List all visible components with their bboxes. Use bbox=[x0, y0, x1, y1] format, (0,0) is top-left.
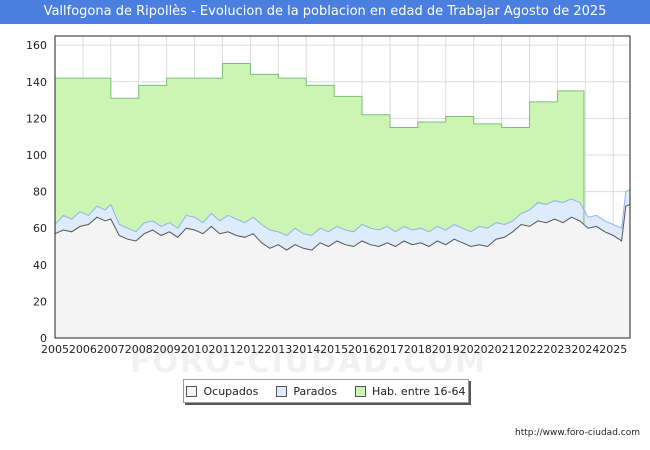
plot-frame bbox=[54, 35, 631, 339]
x-tick-label: 2015 bbox=[320, 343, 348, 356]
legend: Ocupados Parados Hab. entre 16-64 bbox=[183, 379, 469, 403]
parados-swatch bbox=[276, 385, 288, 397]
x-tick-label: 2019 bbox=[432, 343, 460, 356]
x-tick-label: 2022 bbox=[516, 343, 544, 356]
x-tick-label: 2009 bbox=[153, 343, 181, 356]
parados-line bbox=[54, 189, 631, 237]
x-tick-label: 2018 bbox=[404, 343, 432, 356]
legend-label-parados: Parados bbox=[293, 384, 337, 398]
x-tick-label: 2006 bbox=[69, 343, 97, 356]
x-tick-label: 2010 bbox=[181, 343, 209, 356]
y-tick-label: 160 bbox=[26, 39, 47, 52]
x-tick-label: 2012 bbox=[236, 343, 264, 356]
x-tick-label: 2021 bbox=[488, 343, 516, 356]
legend-label-hab: Hab. entre 16-64 bbox=[371, 384, 466, 398]
x-tick-label: 2016 bbox=[348, 343, 376, 356]
chart-title: Vallfogona de Ripollès - Evolucion de la… bbox=[43, 4, 607, 19]
ocupados-swatch bbox=[186, 385, 198, 397]
x-tick-label: 2005 bbox=[41, 343, 69, 356]
y-tick-label: 100 bbox=[26, 149, 47, 162]
x-tick-label: 2013 bbox=[264, 343, 292, 356]
legend-label-ocupados: Ocupados bbox=[203, 384, 259, 398]
watermark: FORO-CIUDAD.COM bbox=[130, 345, 487, 380]
legend-item-ocupados: Ocupados bbox=[186, 385, 258, 398]
y-tick-labels: 0 20 40 60 80 100 120 140 160 bbox=[26, 39, 47, 345]
x-tick-label: 2023 bbox=[543, 343, 571, 356]
legend-item-parados: Parados bbox=[276, 385, 337, 398]
ocupados-area bbox=[55, 204, 630, 338]
y-tick-label: 140 bbox=[26, 76, 47, 89]
y-tick-label: 40 bbox=[33, 259, 47, 272]
y-tick-label: 0 bbox=[40, 332, 47, 345]
data-areas bbox=[54, 62, 631, 339]
hab-line bbox=[55, 62, 585, 225]
x-tick-label: 2020 bbox=[460, 343, 488, 356]
axes bbox=[54, 35, 631, 339]
y-tick-label: 80 bbox=[33, 186, 47, 199]
x-tick-label: 2011 bbox=[208, 343, 236, 356]
x-tick-label: 2025 bbox=[599, 343, 627, 356]
x-tick-label: 2014 bbox=[292, 343, 320, 356]
x-tick-label: 2007 bbox=[97, 343, 125, 356]
y-tick-label: 120 bbox=[26, 112, 47, 125]
y-tick-label: 60 bbox=[33, 222, 47, 235]
ocupados-line bbox=[54, 203, 631, 251]
x-tick-label: 2024 bbox=[571, 343, 599, 356]
hab-swatch bbox=[354, 385, 366, 397]
source-link[interactable]: http://www.foro-ciudad.com bbox=[515, 428, 640, 438]
legend-item-hab: Hab. entre 16-64 bbox=[354, 384, 466, 398]
x-tick-labels: 2005 2006 2007 2008 2009 2010 2011 2012 2013 2014… bbox=[41, 343, 627, 356]
x-tick-label: 2017 bbox=[376, 343, 404, 356]
title-bar bbox=[0, 0, 650, 24]
x-tick-label: 2008 bbox=[125, 343, 153, 356]
y-tick-label: 20 bbox=[33, 295, 47, 308]
